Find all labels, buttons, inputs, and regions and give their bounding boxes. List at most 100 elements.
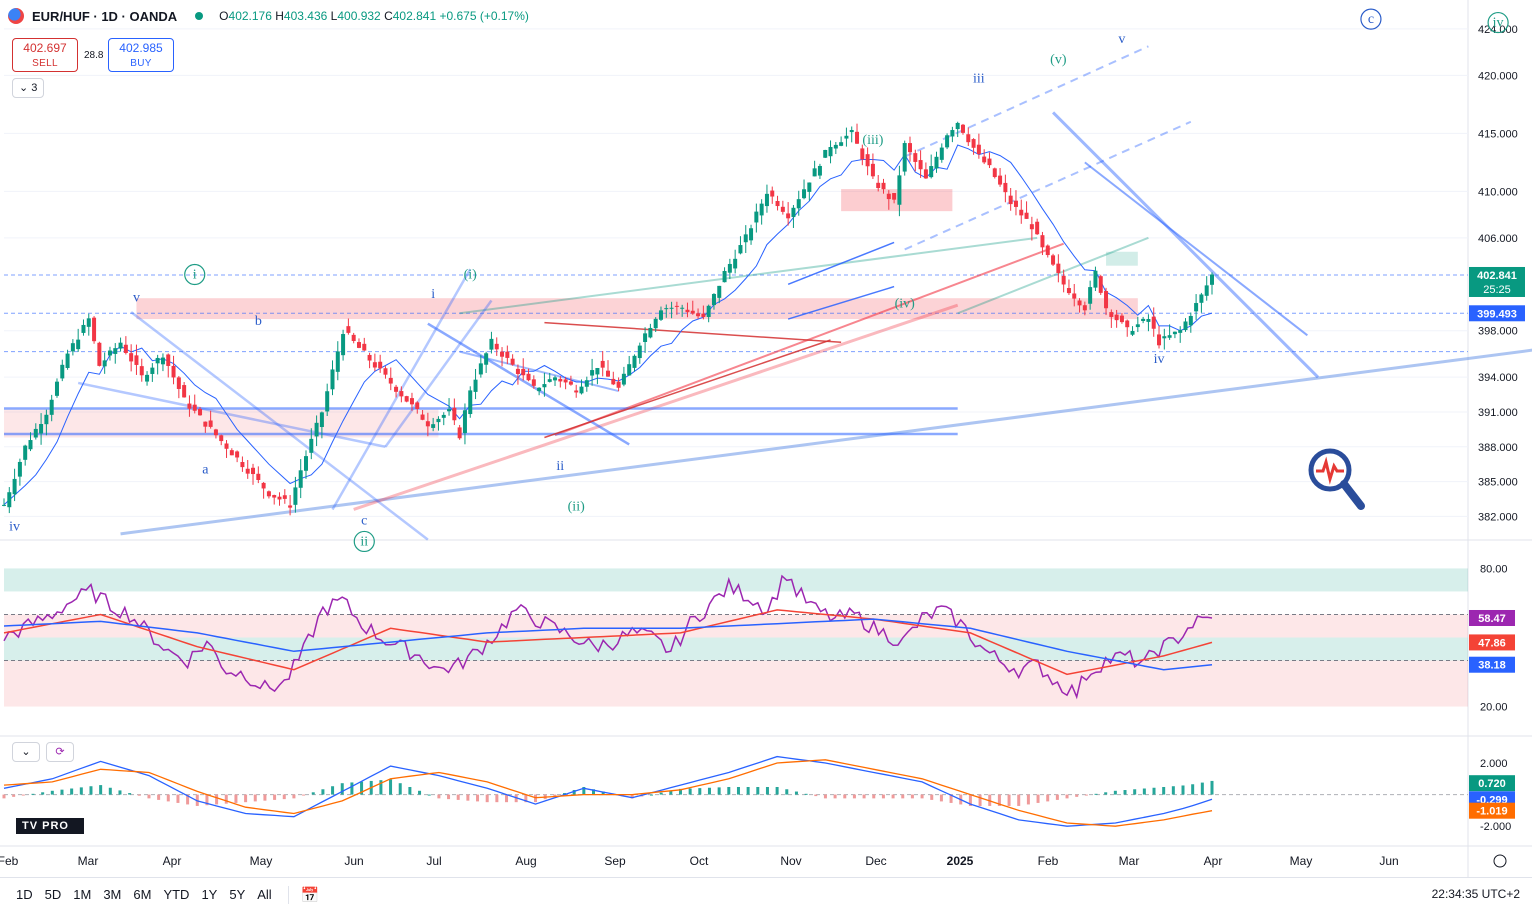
macd-histogram-bar [572,790,576,795]
symbol-title[interactable]: EUR/HUF · 1D · OANDA [32,8,178,24]
macd-histogram-bar [360,781,364,795]
macd-histogram-bar [649,794,653,796]
magnifier-icon[interactable] [1306,446,1366,512]
range-6m-button[interactable]: 6M [133,887,152,902]
candle-body [330,369,335,390]
candle-body [1061,275,1066,285]
range-all-button[interactable]: All [257,887,272,902]
candle-body [711,293,716,306]
sell-button[interactable]: 402.697 SELL [12,38,78,72]
rsi-tick-label: 20.00 [1480,702,1508,714]
candle-body [293,487,298,505]
candle-body [457,427,462,439]
candle-body [261,482,266,489]
sell-label: SELL [32,58,58,69]
trendline [1084,161,1308,337]
rsi-ma-label-bg [1469,634,1515,651]
macd-histogram-bar [1104,792,1108,795]
level-price-label: 399.493 [1477,308,1517,320]
trendline [787,241,895,285]
candle-body [749,228,754,241]
range-1d-button[interactable]: 1D [16,887,33,902]
macd-tick-label: -2.000 [1480,821,1511,833]
x-tick-label: Jun [1379,854,1398,868]
candle-body [420,414,425,420]
range-ytd-button[interactable]: YTD [163,887,190,902]
candle-body [701,313,706,318]
macd-histogram-bar [1152,787,1156,795]
candle-body [425,421,430,427]
macd-histogram-bar [717,787,721,795]
candle-body [680,307,685,309]
range-5y-button[interactable]: 5Y [229,887,246,902]
macd-histogram-bar [901,794,905,799]
candle-body [1056,263,1061,273]
wave-label: ii [360,534,368,549]
wave-label: (iv) [895,296,916,311]
price-chart[interactable]: 424.000 420.000 415.000 410.000 406.000 398.0… [0,0,1532,877]
chart-header: EUR/HUF · 1D · OANDA O402.176 H403.436 L… [8,8,529,24]
candle-body [690,310,695,314]
macd-histogram-bar [1181,785,1185,795]
range-5d-button[interactable]: 5D [44,887,62,902]
candle-body [134,355,139,365]
candle-body [966,134,971,143]
macd-histogram-bar [630,794,634,799]
candle-body [849,130,854,133]
trendline [120,348,1532,536]
wave-label: iii [973,71,985,86]
macd-histogram-bar [350,782,354,795]
range-1m-button[interactable]: 1M [73,887,92,902]
y-tick-label: 415.000 [1478,128,1518,140]
wave-label-circle [1487,11,1509,34]
collapse-indicators-button[interactable]: ⌄ 3 [12,78,45,98]
candle-body [542,384,547,388]
candle-body [145,374,150,382]
macd-histogram-bar [505,794,509,803]
macd-histogram-bar [688,788,692,795]
candle-body [198,408,203,416]
chevron-down-icon[interactable]: ⌄ [12,742,40,762]
macd-tick-label: 2.000 [1480,758,1508,770]
candle-body [245,468,250,474]
y-tick-label: 406.000 [1478,233,1518,245]
candle-body [102,360,107,367]
range-3m-button[interactable]: 3M [103,887,122,902]
candle-body [764,193,769,207]
trendline [787,285,895,320]
tradingview-logo: TV PRO [16,818,84,834]
candle-body [224,443,229,449]
candle-body [176,377,181,389]
candle-body [235,451,240,458]
range-1y-button[interactable]: 1Y [201,887,218,902]
macd-signal-label: -1.019 [1476,806,1507,818]
x-tick-label: Apr [163,854,182,868]
candle-body [1162,336,1167,339]
candle-body [939,147,944,160]
candle-body [558,378,563,382]
candle-body [54,381,59,396]
macd-histogram-bar [1046,794,1050,802]
candle-body [717,285,722,298]
rsi-mid-zone [4,637,1468,661]
trade-panel: 402.697 SELL 28.8 402.985 BUY [12,38,174,72]
macd-histogram-bar [21,794,25,796]
candle-body [579,386,584,394]
buy-button[interactable]: 402.985 BUY [108,38,174,72]
refresh-icon[interactable]: ⟳ [46,742,74,762]
resistance-zone [136,298,1138,320]
candle-body [960,124,965,133]
candle-body [1003,182,1008,193]
candle-body [388,377,393,384]
x-tick-label: Mar [1119,854,1140,868]
candle-body [1088,287,1093,304]
macd-histogram-bar [524,794,528,803]
calendar-icon[interactable]: 📅 [300,886,320,904]
macd-histogram-bar [910,794,914,799]
rsi-value-label: 58.47 [1478,613,1506,625]
candle-body [1082,305,1087,311]
x-tick-label: Sep [604,854,626,868]
candle-body [213,429,218,436]
candle-body [1051,255,1056,265]
